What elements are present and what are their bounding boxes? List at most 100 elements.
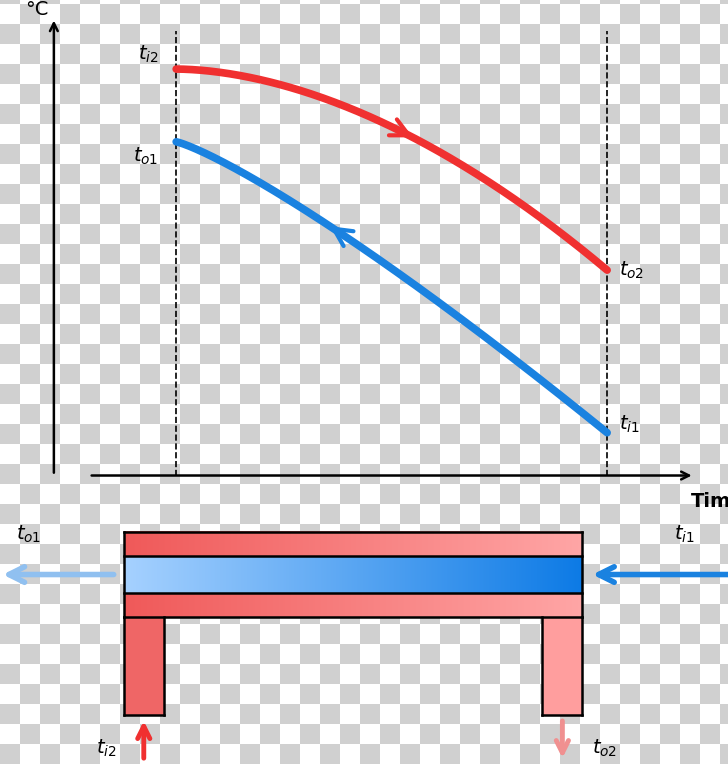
Bar	[40, 184, 60, 204]
Bar	[360, 344, 380, 364]
Bar	[80, 384, 100, 404]
Bar	[180, 724, 200, 744]
Bar	[680, 704, 700, 724]
Bar	[360, 704, 380, 724]
Bar	[620, 644, 640, 664]
Bar	[60, 564, 80, 584]
Bar	[440, 504, 460, 524]
Bar	[600, 224, 620, 244]
Bar	[0, 224, 20, 244]
Bar	[0, 424, 20, 444]
Bar	[240, 184, 260, 204]
Bar	[120, 544, 140, 564]
Bar	[300, 164, 320, 184]
Bar	[280, 544, 300, 564]
Bar	[720, 464, 728, 484]
Bar	[440, 344, 460, 364]
Bar	[300, 484, 320, 504]
Bar	[200, 24, 220, 44]
Bar	[560, 544, 580, 564]
Bar	[140, 4, 160, 24]
Bar	[240, 704, 260, 724]
Bar	[720, 664, 728, 684]
Bar	[40, 544, 60, 564]
Bar	[320, 544, 340, 564]
Bar	[520, 424, 540, 444]
Bar	[600, 744, 620, 764]
Bar	[400, 544, 420, 564]
Bar	[420, 164, 440, 184]
Bar	[0, 664, 20, 684]
Bar	[220, 644, 240, 664]
Bar	[660, 124, 680, 144]
Bar	[340, 364, 360, 384]
Bar	[240, 24, 260, 44]
Bar	[720, 744, 728, 764]
Bar	[560, 504, 580, 524]
Bar	[120, 704, 140, 724]
Bar	[360, 464, 380, 484]
Bar	[240, 104, 260, 124]
Bar	[640, 464, 660, 484]
Bar	[440, 584, 460, 604]
Bar	[280, 424, 300, 444]
Bar	[440, 544, 460, 564]
Bar	[580, 364, 600, 384]
Bar	[180, 644, 200, 664]
Bar	[180, 484, 200, 504]
Bar	[140, 164, 160, 184]
Bar	[40, 104, 60, 124]
Bar	[600, 344, 620, 364]
Bar	[500, 524, 520, 544]
Bar	[80, 224, 100, 244]
Bar	[260, 724, 280, 744]
Bar	[700, 324, 720, 344]
Bar	[320, 144, 340, 164]
Bar	[120, 24, 140, 44]
Bar	[200, 464, 220, 484]
Bar	[460, 204, 480, 224]
Bar	[400, 224, 420, 244]
Bar	[680, 264, 700, 284]
Bar	[680, 544, 700, 564]
Bar	[520, 344, 540, 364]
Bar	[480, 144, 500, 164]
Bar	[620, 324, 640, 344]
Bar	[100, 404, 120, 424]
Bar	[200, 64, 220, 84]
Bar	[60, 4, 80, 24]
Bar	[260, 244, 280, 264]
Bar	[200, 344, 220, 364]
Bar	[340, 644, 360, 664]
Bar	[380, 524, 400, 544]
Bar	[120, 0, 140, 4]
Bar	[240, 344, 260, 364]
Bar	[260, 604, 280, 624]
Bar	[720, 504, 728, 524]
Bar	[340, 204, 360, 224]
Bar	[380, 4, 400, 24]
Bar	[400, 424, 420, 444]
Bar	[360, 624, 380, 644]
Bar	[600, 264, 620, 284]
Bar	[620, 524, 640, 544]
Bar	[320, 384, 340, 404]
Bar	[220, 444, 240, 464]
Bar	[480, 64, 500, 84]
Bar	[560, 384, 580, 404]
Bar	[420, 204, 440, 224]
Bar	[680, 624, 700, 644]
Bar	[640, 624, 660, 644]
Bar	[200, 304, 220, 324]
Bar	[0, 544, 20, 564]
Bar	[400, 504, 420, 524]
Bar	[560, 264, 580, 284]
Bar	[580, 4, 600, 24]
Bar	[500, 4, 520, 24]
Bar	[280, 304, 300, 324]
Bar	[380, 44, 400, 64]
Bar	[200, 584, 220, 604]
Bar	[160, 0, 180, 4]
Bar	[360, 24, 380, 44]
Bar	[200, 184, 220, 204]
